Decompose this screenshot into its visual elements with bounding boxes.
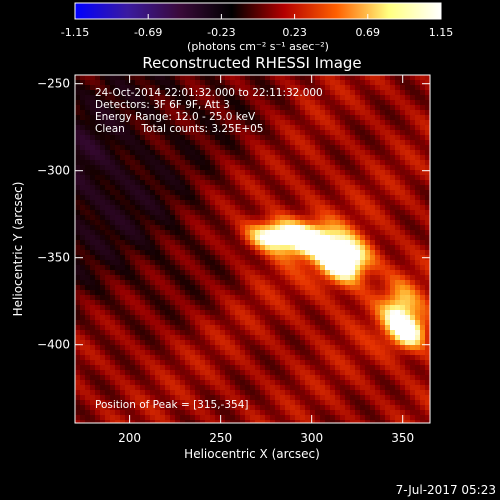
colorbar-tick-label: -0.69 (134, 26, 162, 39)
annotation-energy-range: Energy Range: 12.0 - 25.0 keV (95, 111, 256, 123)
annotation-clean-counts: Clean Total counts: 3.25E+05 (95, 123, 264, 135)
colorbar-tick-label: -0.23 (207, 26, 235, 39)
y-tick-label: −300 (37, 164, 70, 178)
y-tick-label: −350 (37, 251, 70, 265)
colorbar-tick-label: 0.23 (282, 26, 307, 39)
colorbar-tick-label: -1.15 (61, 26, 89, 39)
colorbar-tick-label: 0.69 (356, 26, 381, 39)
annotations: 24-Oct-2014 22:01:32.000 to 22:11:32.000… (95, 87, 323, 411)
y-axis: −250 −300 −350 −400 (37, 77, 430, 352)
colorbar-tick-label: 1.15 (429, 26, 454, 39)
colorbar (74, 2, 442, 20)
colorbar-unit-label: (photons cm⁻² s⁻¹ asec⁻²) (187, 40, 329, 53)
plot-frame (74, 74, 431, 424)
annotation-detectors: Detectors: 3F 6F 9F, Att 3 (95, 99, 230, 111)
annotation-time-range: 24-Oct-2014 22:01:32.000 to 22:11:32.000 (95, 87, 323, 99)
annotation-peak-position: Position of Peak = [315,-354] (95, 399, 249, 411)
x-tick-label: 300 (300, 431, 323, 445)
footer-date: 7-Jul-2017 05:23 (396, 483, 496, 497)
x-tick-label: 350 (391, 431, 414, 445)
y-axis-label: Heliocentric Y (arcsec) (11, 182, 25, 317)
y-tick-label: −250 (37, 77, 70, 91)
chart-title: Reconstructed RHESSI Image (142, 54, 361, 72)
x-axis: 200 250 300 350 (118, 75, 414, 445)
colorbar-ticks: -1.15 -0.69 -0.23 0.23 0.69 1.15 (61, 14, 453, 39)
y-tick-label: −400 (37, 338, 70, 352)
x-tick-label: 200 (118, 431, 141, 445)
heatmap (75, 75, 430, 423)
x-axis-label: Heliocentric X (arcsec) (184, 447, 320, 461)
x-tick-label: 250 (209, 431, 232, 445)
